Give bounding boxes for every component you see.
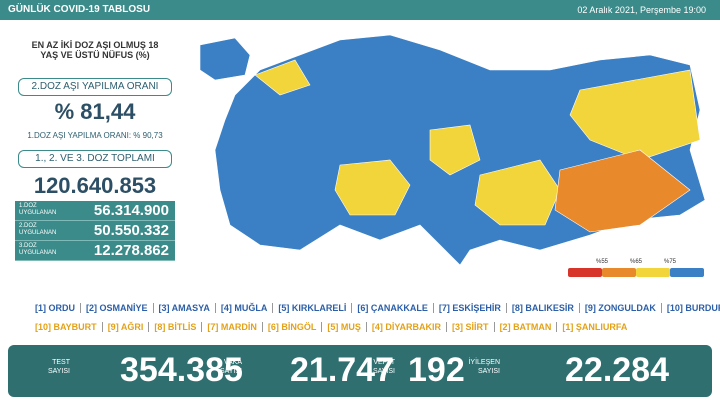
province-item: [9] ZONGULDAK	[578, 303, 661, 313]
province-item: [1] ORDU	[35, 303, 75, 313]
province-item: [8] BALIKESİR	[505, 303, 579, 313]
province-item: [1] ŞANLIURFA	[556, 322, 633, 332]
legend-swatch	[670, 268, 704, 277]
legend-label: %65	[630, 259, 643, 265]
province-item: [10] BURDUR	[660, 303, 720, 313]
legend-swatch	[602, 268, 636, 277]
map-legend: %55 %65 %75	[568, 259, 704, 277]
legend-label: %55	[596, 259, 609, 265]
province-item: [2] OSMANİYE	[80, 303, 153, 313]
province-item: [4] DİYARBAKIR	[365, 322, 447, 332]
yellow-region	[254, 59, 311, 96]
total: 120.640.853	[33, 173, 157, 198]
province-item: [5] MUŞ	[321, 322, 366, 332]
stat-value: 192	[408, 351, 465, 389]
legend-swatch	[636, 268, 670, 277]
province-item: [5] KIRKLARELİ	[272, 303, 352, 313]
stat-label: VAKA SAYISI	[219, 359, 242, 375]
dose-row: 3.DOZ UYGULANAN 12.278.862	[15, 241, 175, 261]
province-item: [3] AMASYA	[152, 303, 215, 313]
second-dose-label: 2.DOZ AŞI YAPILMA ORANI	[18, 78, 172, 96]
orange-region	[554, 149, 691, 233]
stat-label: VEFAT SAYISI	[372, 359, 395, 375]
total-label: 1., 2. VE 3. DOZ TOPLAMI	[18, 150, 172, 168]
second-dose-rate: % 81,44	[54, 99, 136, 124]
yellow-region	[429, 124, 481, 176]
stats-bar: TEST SAYISI 354.385 VAKA SAYISI 21.747 VEFAT…	[8, 345, 712, 397]
dose-value: 56.314.900	[93, 202, 169, 219]
first-dose-rate: 1.DOZ AŞI YAPILMA ORANI: % 90,73	[27, 131, 163, 140]
panel-heading: EN AZ İKİ DOZ AŞI OLMUŞ 18 YAŞ VE ÜSTÜ N…	[31, 40, 159, 60]
legend-label: %75	[664, 259, 677, 265]
thrace-region	[199, 37, 251, 81]
top-province-list: [1] ORDU [2] OSMANİYE [3] AMASYA [4] MUĞLA[…	[30, 303, 720, 313]
province-item: [4] MUĞLA	[214, 303, 273, 313]
title: GÜNLÜK COVID-19 TABLOSU	[8, 4, 151, 15]
province-item: [6] BİNGÖL	[261, 322, 322, 332]
yellow-region	[334, 159, 411, 216]
map: %55 %65 %75	[199, 34, 706, 277]
province-item: [9] AĞRI	[101, 322, 149, 332]
dose-row: 2.DOZ UYGULANAN 50.550.332	[15, 221, 175, 241]
yellow-region	[474, 159, 561, 226]
stat-value: 354.385	[120, 351, 243, 389]
province-item: [8] BİTLİS	[148, 322, 202, 332]
dose-label: 3.DOZ UYGULANAN	[19, 243, 57, 256]
dose-value: 12.278.862	[93, 242, 169, 259]
legend-swatch	[568, 268, 602, 277]
bottom-province-list: [10] BAYBURT [9] AĞRI [8] BİTLİS [7] MARDİN…	[30, 322, 633, 332]
province-item: [3] SİİRT	[446, 322, 494, 332]
stat-label: TEST SAYISI	[47, 359, 70, 375]
province-item: [2] BATMAN	[493, 322, 557, 332]
province-item: [7] ESKİŞEHİR	[432, 303, 506, 313]
stat-label: İYİLEŞEN SAYISI	[468, 359, 500, 375]
province-item: [6] ÇANAKKALE	[351, 303, 433, 313]
dose-value: 50.550.332	[93, 222, 169, 239]
header-bar: GÜNLÜK COVID-19 TABLOSU 02 Aralık 2021, …	[0, 0, 720, 20]
dose-row: 1.DOZ UYGULANAN 56.314.900	[15, 201, 175, 221]
province-item: [7] MARDİN	[201, 322, 262, 332]
dose-label: 1.DOZ UYGULANAN	[19, 203, 57, 216]
stat-value: 21.747	[290, 351, 394, 389]
dose-label: 2.DOZ UYGULANAN	[19, 223, 57, 236]
date: 02 Aralık 2021, Perşembe 19:00	[577, 5, 706, 15]
province-item: [10] BAYBURT	[35, 322, 97, 332]
stat-value: 22.284	[565, 351, 669, 389]
